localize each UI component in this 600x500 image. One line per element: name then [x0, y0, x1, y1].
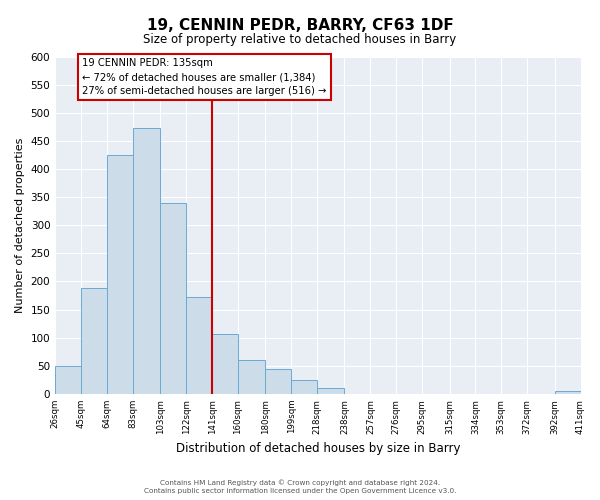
Bar — [107, 155, 133, 394]
Bar — [186, 297, 212, 394]
Bar — [317, 388, 344, 394]
Y-axis label: Number of detached properties: Number of detached properties — [15, 138, 25, 313]
Text: 19 CENNIN PEDR: 135sqm
← 72% of detached houses are smaller (1,384)
27% of semi-: 19 CENNIN PEDR: 135sqm ← 72% of detached… — [82, 58, 327, 96]
Bar — [554, 391, 581, 394]
Text: Contains HM Land Registry data © Crown copyright and database right 2024.
Contai: Contains HM Land Registry data © Crown c… — [144, 479, 456, 494]
Text: 19, CENNIN PEDR, BARRY, CF63 1DF: 19, CENNIN PEDR, BARRY, CF63 1DF — [146, 18, 454, 32]
Bar — [265, 369, 291, 394]
X-axis label: Distribution of detached houses by size in Barry: Distribution of detached houses by size … — [176, 442, 460, 455]
Bar — [160, 202, 186, 394]
Bar — [212, 334, 238, 394]
Bar — [81, 288, 107, 394]
Bar — [55, 366, 81, 394]
Bar — [133, 128, 160, 394]
Bar — [238, 360, 265, 394]
Bar — [291, 380, 317, 394]
Text: Size of property relative to detached houses in Barry: Size of property relative to detached ho… — [143, 32, 457, 46]
